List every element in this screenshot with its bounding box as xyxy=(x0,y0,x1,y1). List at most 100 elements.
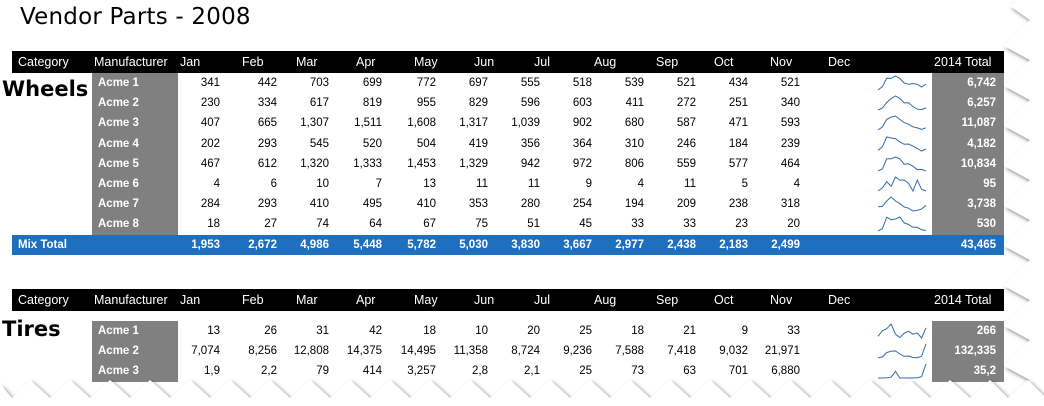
month-value-cell: 495 xyxy=(362,198,382,211)
sparkline-line xyxy=(877,75,927,91)
month-value-cell: 341 xyxy=(200,77,220,89)
month-value-cell: 697 xyxy=(468,77,488,89)
sparkline-chart xyxy=(877,115,927,131)
header-month: Dec xyxy=(828,293,851,307)
month-value-cell: 184 xyxy=(728,137,748,150)
month-value-cell: 67 xyxy=(423,218,436,231)
header-month: Jan xyxy=(180,293,201,307)
sparkline-chart xyxy=(877,216,927,232)
month-value-cell: 11,358 xyxy=(453,345,488,358)
header-manufacturer: Manufacturer xyxy=(94,293,168,307)
sparkline-chart xyxy=(877,135,927,152)
manufacturer-cell: Acme 5 xyxy=(92,153,178,174)
month-value-cell: 10 xyxy=(316,177,329,190)
manufacturer-cell: Acme 3 xyxy=(92,113,178,134)
month-value-cell: 1,608 xyxy=(407,117,436,130)
sparkline-chart xyxy=(878,364,927,379)
month-value-cell: 254 xyxy=(572,198,592,211)
month-value-cell: 6,880 xyxy=(771,365,800,378)
row-total-cell: 95 xyxy=(932,173,1004,195)
month-value-cell: 559 xyxy=(676,157,696,170)
month-value-cell: 230 xyxy=(200,97,220,110)
month-value-cell: 9 xyxy=(741,325,748,337)
sparkline-line xyxy=(877,95,927,111)
month-value-cell: 1,9 xyxy=(204,365,220,378)
month-value-cell: 73 xyxy=(631,365,644,378)
month-value-cell: 414 xyxy=(362,365,382,378)
month-value-cell: 411 xyxy=(625,97,644,110)
month-value-cell: 209 xyxy=(676,198,696,211)
month-value-cell: 7 xyxy=(375,177,382,190)
month-value-cell: 612 xyxy=(257,157,277,170)
month-value-cell: 806 xyxy=(624,157,644,170)
manufacturer-cell: Acme 1 xyxy=(92,321,178,342)
mix-month-value: 5,782 xyxy=(407,238,436,251)
sparkline-chart xyxy=(877,344,927,359)
table-header: Category Manufacturer Jan Feb Mar Apr May Jun Ju… xyxy=(12,51,1004,73)
month-value-cell: 238 xyxy=(728,198,748,211)
month-value-cell: 819 xyxy=(362,97,382,110)
month-value-cell: 31 xyxy=(316,325,329,337)
mix-month-value: 2,183 xyxy=(719,238,748,251)
month-value-cell: 246 xyxy=(676,137,696,150)
month-value-cell: 9,032 xyxy=(719,345,748,358)
header-spacer xyxy=(12,311,1004,321)
sparkline-line xyxy=(877,323,927,339)
month-value-cell: 7,418 xyxy=(667,345,696,358)
manufacturer-cell: Acme 8 xyxy=(92,214,178,235)
month-value-cell: 701 xyxy=(728,365,748,378)
header-total: 2014 Total xyxy=(934,55,992,69)
month-value-cell: 33 xyxy=(683,218,696,231)
manufacturer-cell: Acme 6 xyxy=(92,173,178,195)
month-value-cell: 665 xyxy=(257,117,277,130)
month-value-cell: 972 xyxy=(572,157,592,170)
header-month: Mar xyxy=(296,293,318,307)
month-value-cell: 772 xyxy=(416,77,436,89)
month-value-cell: 310 xyxy=(624,137,644,150)
month-value-cell: 1,511 xyxy=(354,117,382,130)
month-value-cell: 680 xyxy=(624,117,644,130)
month-value-cell: 8,724 xyxy=(511,345,540,358)
month-value-cell: 419 xyxy=(468,137,488,150)
month-value-cell: 407 xyxy=(200,117,220,130)
month-value-cell: 9,236 xyxy=(563,345,592,358)
header-month: Apr xyxy=(356,293,376,307)
table-row: Acme 3 407 665 1,307 1,511 1,608 1,317 1,039 902… xyxy=(12,113,1004,134)
month-value-cell: 280 xyxy=(520,198,540,211)
table-row: Acme 2 7,074 8,256 12,808 14,375 14,495 11,358… xyxy=(12,341,1004,362)
month-value-cell: 14,375 xyxy=(346,345,382,358)
manufacturer-cell: Acme 3 xyxy=(92,361,178,382)
mix-month-value: 4,986 xyxy=(300,238,329,251)
mix-month-value: 2,499 xyxy=(771,238,800,251)
table-row: Acme 7 284 293 410 495 410 353 280 254 194 209 238 3… xyxy=(12,194,1004,215)
month-value-cell: 63 xyxy=(683,365,696,378)
month-value-cell: 555 xyxy=(520,77,540,89)
month-value-cell: 442 xyxy=(257,77,277,89)
header-month: Feb xyxy=(242,55,264,69)
month-value-cell: 21 xyxy=(683,325,696,337)
mix-month-value: 1,953 xyxy=(191,238,220,251)
month-value-cell: 521 xyxy=(676,77,696,89)
mix-month-value: 2,977 xyxy=(615,238,644,251)
sparkline-chart xyxy=(877,95,927,111)
header-month: Oct xyxy=(714,293,734,307)
sparkline-line xyxy=(877,135,927,152)
manufacturer-cell: Acme 2 xyxy=(92,341,178,362)
month-value-cell: 829 xyxy=(468,97,488,110)
table-row: Acme 6 4 6 10 7 13 11 11 9 4 11 5 4 95 xyxy=(12,173,1004,195)
month-value-cell: 7,588 xyxy=(615,345,644,358)
month-value-cell: 75 xyxy=(475,218,488,231)
month-value-cell: 7,074 xyxy=(191,345,220,358)
month-value-cell: 14,495 xyxy=(400,345,436,358)
month-value-cell: 11 xyxy=(476,177,488,190)
row-total-cell: 132,335 xyxy=(932,341,1004,362)
month-value-cell: 272 xyxy=(676,97,696,110)
month-value-cell: 25 xyxy=(579,365,592,378)
month-value-cell: 20 xyxy=(527,325,540,337)
table-header: Category Manufacturer Jan Feb Mar Apr May Jun Ju… xyxy=(12,289,1004,311)
month-value-cell: 11 xyxy=(684,177,696,190)
month-value-cell: 334 xyxy=(257,97,277,110)
month-value-cell: 194 xyxy=(624,198,644,211)
sparkline-chart xyxy=(877,196,927,212)
mix-total-label: Mix Total xyxy=(18,238,67,251)
